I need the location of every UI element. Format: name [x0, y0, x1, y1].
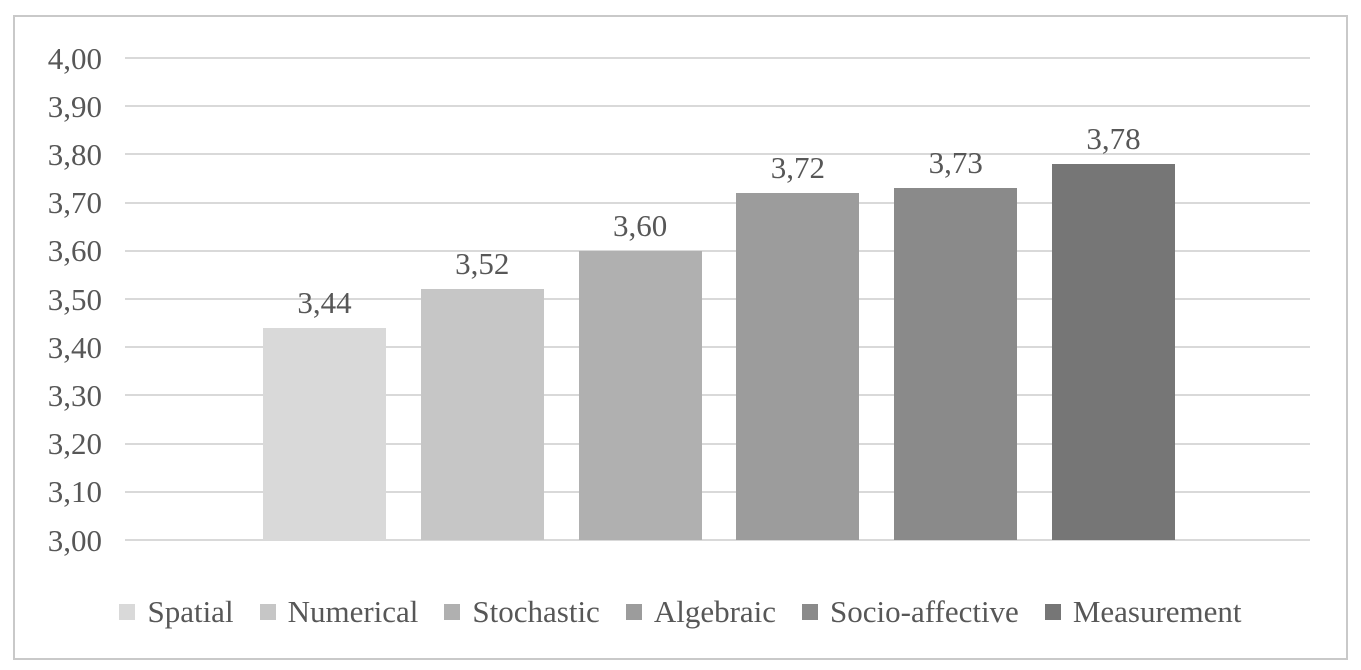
legend-item-socio-affective: Socio-affective — [802, 595, 1019, 629]
legend-label: Algebraic — [653, 594, 777, 629]
legend-item-measurement: Measurement — [1044, 594, 1242, 629]
y-axis-tick-label: 3,30 — [47, 377, 102, 413]
legend-label: Stochastic — [472, 594, 600, 629]
legend-swatch-icon — [625, 604, 642, 620]
legend-item-stochastic: Stochastic — [444, 594, 600, 629]
y-axis-tick-label: 3,80 — [47, 136, 102, 172]
legend-item-spatial: Spatial — [119, 594, 234, 629]
legend-label: Measurement — [1072, 594, 1242, 629]
gridline — [125, 346, 1310, 349]
legend: Spatial Numerical Stochastic Algebraic Socio… — [15, 595, 1346, 629]
bar-numerical — [420, 289, 544, 540]
legend-swatch-icon — [802, 604, 819, 620]
bar-value-label-socio-affective: 3,73 — [928, 145, 983, 181]
gridline — [125, 249, 1310, 252]
legend-swatch-icon — [259, 604, 276, 620]
legend-swatch-icon — [1044, 604, 1061, 620]
legend-item-numerical: Numerical — [259, 594, 419, 629]
y-axis-tick-label: 3,70 — [47, 185, 102, 221]
legend-item-algebraic: Algebraic — [625, 594, 777, 629]
y-axis-tick-label: 3,50 — [47, 281, 102, 317]
bar-algebraic — [736, 192, 860, 540]
gridline — [125, 490, 1310, 493]
bar-value-label-stochastic: 3,60 — [612, 207, 668, 243]
gridline — [125, 298, 1310, 300]
bar-measurement — [1052, 164, 1175, 540]
gridline — [125, 442, 1310, 445]
bar-value-label-spatial: 3,44 — [297, 284, 352, 320]
gridline — [125, 394, 1310, 397]
bar-value-label-measurement: 3,78 — [1086, 121, 1141, 157]
y-axis-tick-label: 3,40 — [47, 329, 102, 365]
gridline — [125, 201, 1310, 204]
y-axis-tick-label: 3,00 — [47, 522, 102, 558]
gridline — [125, 105, 1310, 108]
legend-swatch-icon — [119, 604, 136, 620]
y-axis-tick-label: 3,10 — [47, 474, 102, 510]
bar-value-label-algebraic: 3,72 — [770, 149, 826, 185]
y-axis-tick-label: 3,90 — [47, 88, 102, 124]
y-axis-tick-label: 3,20 — [47, 426, 102, 462]
y-axis-tick-label: 3,60 — [47, 233, 102, 269]
gridline — [125, 539, 1310, 541]
bar-spatial — [263, 327, 386, 540]
chart-frame: 4,00 3,90 3,80 3,70 3,60 3,50 3,40 3,30 3,20 3,10… — [13, 15, 1348, 660]
bar-value-label-numerical: 3,52 — [455, 246, 510, 282]
legend-label: Spatial — [147, 594, 234, 629]
bar-stochastic — [578, 250, 702, 540]
legend-label: Socio-affective — [830, 594, 1019, 629]
y-axis-tick-label: 4,00 — [47, 40, 102, 76]
legend-label: Numerical — [287, 594, 419, 629]
gridline — [125, 57, 1310, 59]
bar-socio-affective — [894, 188, 1018, 540]
legend-swatch-icon — [444, 604, 461, 620]
gridline — [125, 153, 1310, 156]
